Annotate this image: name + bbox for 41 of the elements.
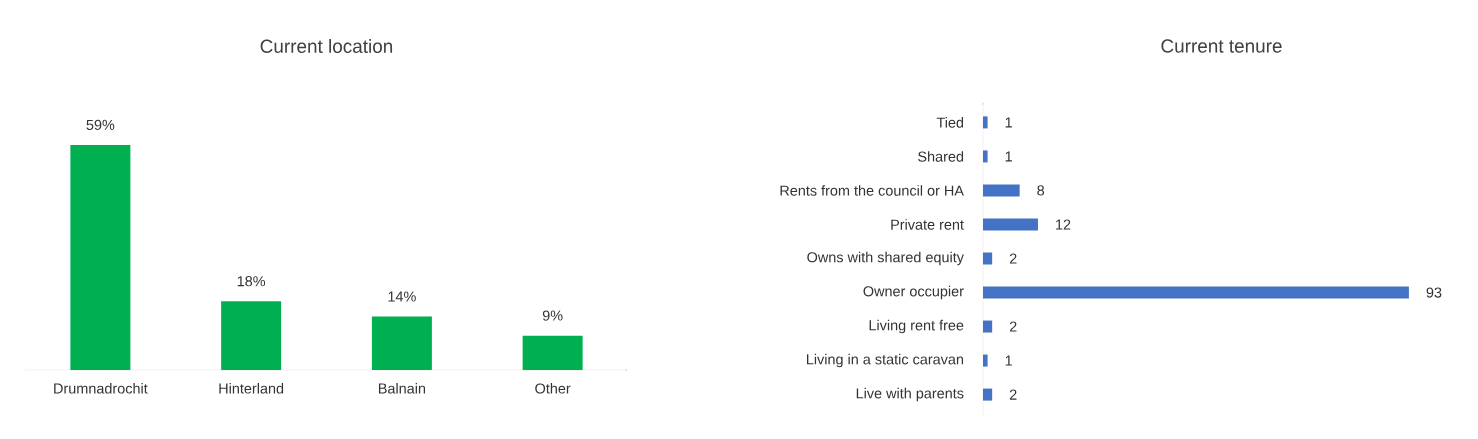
y-tick-label: Private rent	[891, 219, 964, 230]
y-tick-label: Shared	[918, 151, 964, 162]
data-label: 59%	[86, 119, 115, 130]
bar	[70, 145, 131, 370]
data-label: 93	[1426, 287, 1442, 298]
data-label: 2	[1009, 389, 1017, 400]
x-tick-label: Other	[535, 383, 571, 394]
bar	[371, 316, 432, 370]
bar	[983, 252, 993, 265]
bar	[983, 388, 993, 401]
bar	[983, 150, 988, 163]
y-tick-label: Tied	[936, 117, 964, 128]
data-label: 1	[1005, 117, 1012, 128]
bar	[983, 354, 988, 367]
x-tick-label: Drumnadrochit	[54, 383, 148, 394]
y-tick-label: Owner occupier	[863, 285, 964, 300]
chart-title: Current location	[260, 39, 393, 53]
data-label: 8	[1037, 185, 1045, 196]
y-tick-label: Owns with shared equity	[807, 251, 964, 266]
bar	[983, 184, 1020, 197]
data-label: 9%	[542, 310, 563, 321]
y-tick-label: Living in a static caravan	[807, 353, 964, 368]
x-tick-label: Hinterland	[219, 383, 284, 394]
chart-title: Current tenure	[1161, 39, 1282, 53]
y-tick-label: Live with parents	[856, 387, 964, 402]
x-tick-label: Balnain	[378, 383, 426, 394]
y-tick-label: Living rent free	[869, 319, 964, 334]
data-label: 2	[1009, 321, 1017, 332]
data-label: 14%	[388, 291, 416, 302]
bar	[522, 335, 583, 370]
data-label: 18%	[237, 276, 266, 287]
data-label: 2	[1009, 253, 1017, 264]
bar	[983, 116, 988, 129]
bar	[983, 320, 993, 333]
data-label: 1	[1005, 151, 1012, 162]
data-label: 12	[1056, 219, 1071, 230]
bar	[983, 218, 1038, 231]
bar	[983, 286, 1409, 299]
data-label: 1	[1005, 355, 1012, 366]
bar	[221, 301, 282, 370]
y-tick-label: Rents from the council or HA	[780, 185, 964, 196]
